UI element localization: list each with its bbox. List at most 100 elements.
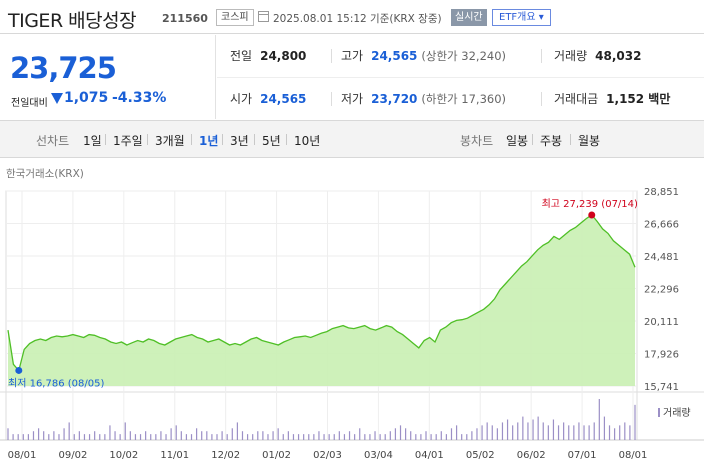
x-tick-label: 08/01 bbox=[619, 450, 648, 461]
volume-bar bbox=[236, 422, 238, 440]
volume-bar bbox=[430, 434, 432, 440]
tab-3m[interactable]: 3개월 bbox=[155, 134, 185, 148]
volume-bar bbox=[94, 431, 96, 440]
volume-bar bbox=[455, 425, 458, 440]
volume-bar bbox=[608, 425, 611, 440]
volume-bar bbox=[48, 434, 50, 440]
down-triangle-icon bbox=[51, 93, 63, 104]
quote-stats: 전일 24,800 고가 24,565 (상한가 32,240) 거래량 48,032 … bbox=[217, 35, 704, 119]
volume-bar bbox=[624, 422, 626, 440]
volume-bar bbox=[598, 399, 600, 440]
volume-bar bbox=[226, 434, 228, 440]
volume-bar bbox=[246, 434, 249, 440]
price-chart-svg: 한국거래소(KRX) 28,851 26,666 24,481 22,296 20,11… bbox=[0, 168, 704, 461]
volume-bar bbox=[481, 425, 483, 440]
volume-bar bbox=[206, 431, 208, 440]
chart-period-tabs: 선차트 1일 1주일 3개월 1년 3년 5년 10년 봉차트 일봉 주봉 월봉 bbox=[0, 120, 704, 158]
volume-bar bbox=[7, 428, 9, 440]
stats-row: 시가 24,565 저가 23,720 (하한가 17,360) 거래대금 1,152 … bbox=[217, 77, 704, 119]
max-point-marker bbox=[588, 211, 596, 219]
volume-bar bbox=[522, 416, 524, 440]
tab-1w[interactable]: 1주일 bbox=[113, 134, 143, 148]
x-tick-label: 03/04 bbox=[364, 450, 393, 461]
y-tick-label: 26,666 bbox=[644, 220, 679, 231]
volume-bar bbox=[405, 428, 407, 440]
volume-bar bbox=[552, 419, 555, 440]
volume-bar bbox=[603, 416, 606, 440]
volume-bar bbox=[486, 422, 488, 440]
stat-value: 1,152 백만 bbox=[606, 92, 671, 106]
volume-bar bbox=[155, 434, 157, 440]
volume-bar bbox=[104, 434, 106, 440]
volume-bar bbox=[297, 434, 300, 440]
stat-value: 24,565 bbox=[371, 49, 418, 63]
volume-bar bbox=[88, 434, 91, 440]
volume-bar bbox=[216, 434, 218, 440]
volume-bar bbox=[165, 434, 167, 440]
volume-bar bbox=[491, 425, 493, 440]
volume-bar bbox=[389, 431, 391, 440]
volume-bar bbox=[124, 422, 126, 440]
x-tick-label: 09/02 bbox=[59, 450, 88, 461]
tab-daily[interactable]: 일봉 bbox=[506, 134, 529, 148]
volume-bar bbox=[547, 425, 549, 440]
volume-bar bbox=[542, 422, 544, 440]
stat-label: 고가 bbox=[341, 49, 364, 63]
volume-bar bbox=[129, 431, 131, 440]
x-tick-label: 11/01 bbox=[160, 450, 189, 461]
y-tick-label: 20,111 bbox=[644, 317, 679, 328]
current-price: 23,725 bbox=[10, 51, 117, 85]
volume-bar bbox=[277, 428, 279, 440]
stat-open: 시가 24,565 bbox=[230, 78, 306, 120]
stat-label: 거래대금 bbox=[554, 92, 599, 106]
volume-bar bbox=[333, 434, 335, 440]
price-chart[interactable]: 한국거래소(KRX) 28,851 26,666 24,481 22,296 20,11… bbox=[0, 159, 704, 473]
tab-monthly[interactable]: 월봉 bbox=[578, 134, 601, 148]
tab-1y[interactable]: 1년 bbox=[199, 134, 219, 148]
tab-3y[interactable]: 3년 bbox=[230, 134, 249, 148]
market-badge: 코스피 bbox=[216, 9, 254, 26]
volume-bar bbox=[32, 431, 35, 440]
change-label: 전일대비 bbox=[11, 98, 48, 109]
stat-value: 23,720 bbox=[371, 92, 418, 106]
y-tick-label: 17,926 bbox=[644, 350, 679, 361]
volume-bar bbox=[445, 434, 447, 440]
stat-sub: (하한가 17,360) bbox=[421, 92, 507, 106]
volume-bar bbox=[63, 428, 65, 440]
volume-bar bbox=[12, 434, 14, 440]
volume-bar bbox=[583, 425, 585, 440]
volume-bar bbox=[348, 431, 351, 440]
tab-1d[interactable]: 1일 bbox=[83, 134, 102, 148]
stat-label: 전일 bbox=[230, 49, 253, 63]
volume-bar bbox=[139, 434, 142, 440]
volume-bar bbox=[262, 431, 264, 440]
volume-bar bbox=[614, 428, 616, 440]
volume-bar bbox=[27, 434, 29, 440]
stat-value: 24,800 bbox=[260, 49, 307, 63]
volume-bar bbox=[282, 434, 284, 440]
volume-bar bbox=[328, 434, 330, 440]
volume-bar bbox=[471, 431, 473, 440]
stock-header: TIGER 배당성장 211560 코스피 2025.08.01 15:12 기… bbox=[0, 0, 704, 34]
x-tick-label: 05/02 bbox=[466, 450, 495, 461]
y-tick-label: 28,851 bbox=[644, 187, 679, 198]
volume-bar bbox=[323, 434, 325, 440]
x-tick-label: 06/02 bbox=[517, 450, 546, 461]
stats-row: 전일 24,800 고가 24,565 (상한가 32,240) 거래량 48,032 bbox=[217, 35, 704, 77]
etf-overview-button[interactable]: ETF개요 ▾ bbox=[492, 9, 551, 26]
stat-value: 48,032 bbox=[595, 49, 642, 63]
volume-bar bbox=[150, 434, 152, 440]
tab-5y[interactable]: 5년 bbox=[262, 134, 281, 148]
volume-bar bbox=[134, 434, 137, 440]
volume-bar bbox=[190, 434, 193, 440]
volume-bar bbox=[313, 434, 315, 440]
tab-weekly[interactable]: 주봉 bbox=[540, 134, 563, 148]
realtime-badge[interactable]: 실시간 bbox=[451, 9, 487, 26]
stat-prev-close: 전일 24,800 bbox=[230, 35, 306, 77]
volume-bar bbox=[145, 431, 147, 440]
volume-bar bbox=[231, 428, 233, 440]
volume-bar bbox=[578, 422, 580, 440]
volume-bar bbox=[241, 431, 244, 440]
tab-10y[interactable]: 10년 bbox=[294, 134, 321, 148]
volume-bar bbox=[308, 434, 310, 440]
